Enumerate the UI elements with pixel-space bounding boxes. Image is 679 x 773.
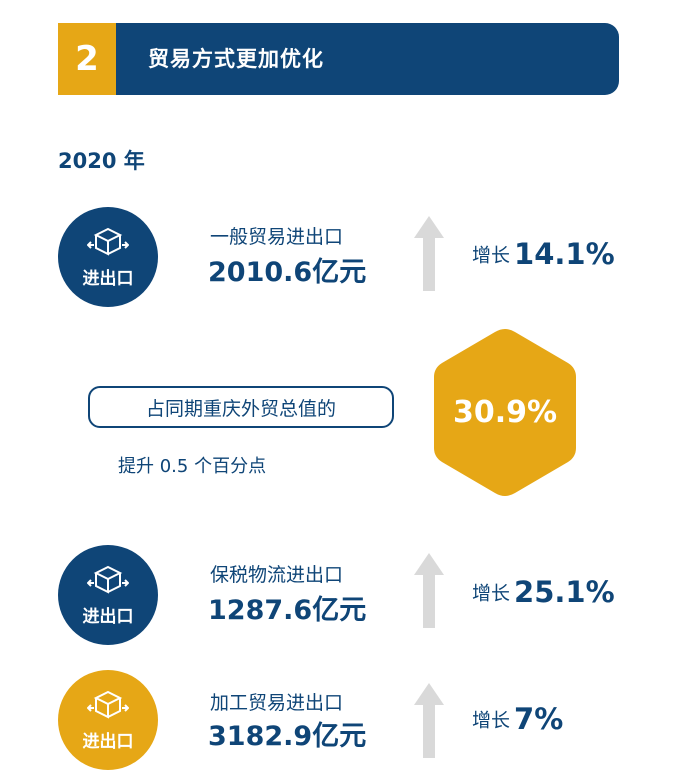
arrow-up-icon	[414, 683, 444, 758]
circle-label: 进出口	[82, 268, 134, 289]
trade-circle-bonded: 进出口	[58, 545, 158, 645]
circle-label: 进出口	[82, 731, 134, 752]
arrow-up-icon	[414, 553, 444, 628]
item-label-general: 一般贸易进出口	[210, 226, 344, 248]
share-value: 30.9%	[452, 395, 558, 430]
trade-circle-general: 进出口	[58, 207, 158, 307]
arrow-up-icon	[414, 216, 444, 291]
item-label-processing: 加工贸易进出口	[210, 692, 344, 714]
growth-value: 14.1%	[514, 237, 615, 271]
growth-label: 增长	[472, 709, 511, 732]
growth-general: 增长 14.1%	[472, 237, 615, 271]
circle-label: 进出口	[82, 606, 134, 627]
year-label: 2020 年	[58, 149, 145, 173]
item-value-bonded: 1287.6亿元	[208, 595, 367, 626]
share-note: 提升 0.5 个百分点	[118, 456, 267, 477]
growth-processing: 增长 7%	[472, 702, 563, 736]
growth-label: 增长	[472, 582, 511, 605]
hexagon-shape	[434, 329, 576, 496]
section-title: 贸易方式更加优化	[148, 47, 324, 71]
section-header: 2 贸易方式更加优化	[58, 23, 619, 95]
package-box-icon	[87, 690, 129, 719]
growth-label: 增长	[472, 244, 511, 267]
package-box-icon	[87, 227, 129, 256]
item-value-processing: 3182.9亿元	[208, 721, 367, 752]
share-box: 占同期重庆外贸总值的	[88, 386, 394, 428]
section-number: 2	[58, 23, 116, 95]
growth-bonded: 增长 25.1%	[472, 575, 615, 609]
item-label-bonded: 保税物流进出口	[210, 564, 344, 586]
trade-circle-processing: 进出口	[58, 670, 158, 770]
share-hexagon: 30.9%	[430, 325, 580, 500]
item-value-general: 2010.6亿元	[208, 257, 367, 288]
growth-value: 25.1%	[514, 575, 615, 609]
growth-value: 7%	[514, 702, 564, 736]
package-box-icon	[87, 565, 129, 594]
